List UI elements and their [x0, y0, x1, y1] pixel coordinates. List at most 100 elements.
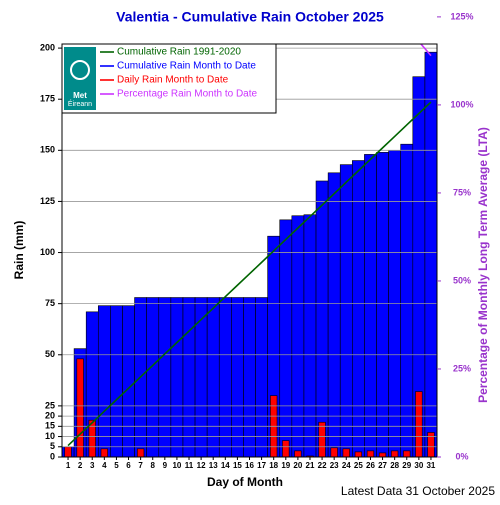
y2-axis-label: Percentage of Monthly Long Term Average …: [476, 127, 490, 403]
bar: [315, 180, 329, 458]
bar: [303, 214, 317, 458]
x-tick-label: 16: [245, 461, 254, 470]
legend-label: Cumulative Rain Month to Date: [117, 61, 256, 72]
y2-tick-label: 25%: [453, 363, 471, 373]
legend-label: Percentage Rain Month to Date: [117, 89, 258, 100]
bar: [255, 297, 268, 458]
x-tick-label: 25: [354, 461, 363, 470]
y2-tick-label: 75%: [453, 187, 471, 197]
x-tick-label: 31: [426, 461, 435, 470]
bar: [146, 297, 160, 458]
x-tick-label: 20: [293, 461, 302, 470]
bar: [206, 297, 220, 458]
y2-tick-label: 100%: [450, 99, 473, 109]
bar: [110, 305, 123, 458]
bar: [403, 450, 411, 458]
bar: [100, 448, 108, 458]
x-tick-label: 5: [114, 461, 119, 470]
x-tick-label: 21: [306, 461, 315, 470]
bar: [376, 152, 389, 458]
bar: [97, 305, 111, 458]
bar: [243, 297, 256, 458]
bar: [294, 450, 302, 458]
y-axis-label: Rain (mm): [12, 221, 26, 280]
x-tick-label: 18: [269, 461, 278, 470]
y-tick-label: 125: [40, 196, 55, 206]
legend: Met Éireann Cumulative Rain 1991-2020 Cum…: [61, 43, 277, 114]
bar: [318, 421, 326, 458]
bar: [427, 432, 435, 458]
line: [419, 44, 432, 57]
bar: [342, 448, 350, 458]
bar: [231, 297, 244, 458]
y2-tick-label: 125%: [450, 11, 473, 21]
x-tick-label: 12: [197, 461, 206, 470]
bar: [327, 172, 341, 458]
x-tick-label: 4: [102, 461, 107, 470]
bar: [339, 164, 353, 458]
y-tick-label: 0: [50, 451, 55, 461]
x-tick-label: 28: [390, 461, 399, 470]
x-tick-label: 19: [281, 461, 290, 470]
bar: [352, 160, 365, 458]
y-tick-label: 20: [45, 410, 55, 420]
bar: [366, 450, 375, 458]
bar: [76, 358, 84, 458]
bar: [424, 51, 438, 458]
legend-label: Daily Rain Month to Date: [117, 75, 229, 86]
bar: [218, 297, 232, 458]
x-tick-label: 8: [150, 461, 155, 470]
bar: [182, 297, 196, 458]
chart-title: Valentia - Cumulative Rain October 2025: [116, 9, 384, 25]
logo-icon: [70, 60, 90, 80]
bar: [64, 446, 72, 458]
logo-text: Éireann: [68, 99, 92, 108]
legend-label: Cumulative Rain 1991-2020: [117, 47, 241, 58]
x-tick-label: 11: [185, 461, 194, 470]
x-tick-label: 10: [172, 461, 181, 470]
x-tick-label: 17: [257, 461, 266, 470]
x-tick-label: 27: [378, 461, 387, 470]
footer: Latest Data 31 October 2025: [341, 484, 495, 498]
y-tick-label: 175: [40, 94, 55, 104]
bar: [415, 391, 423, 458]
y2-tick-label: 0%: [455, 451, 468, 461]
x-tick-label: 22: [318, 461, 327, 470]
x-tick-label: 24: [342, 461, 351, 470]
bar: [378, 452, 387, 458]
x-tick-label: 6: [126, 461, 131, 470]
x-tick-label: 30: [414, 461, 423, 470]
bar: [354, 451, 362, 458]
x-tick-label: 15: [233, 461, 242, 470]
x-tick-label: 3: [90, 461, 95, 470]
legend-box: [61, 43, 277, 114]
bar: [137, 448, 145, 458]
y-tick-label: 10: [45, 431, 55, 441]
y-tick-label: 5: [50, 441, 55, 451]
y-tick-label: 50: [45, 349, 55, 359]
bar: [122, 305, 135, 458]
x-axis-label: Day of Month: [207, 475, 283, 489]
x-tick-label: 9: [163, 461, 168, 470]
bar: [291, 215, 305, 458]
bar: [170, 297, 184, 458]
line: [67, 101, 432, 447]
x-tick-label: 14: [221, 461, 230, 470]
bar: [400, 143, 414, 458]
bar: [279, 219, 293, 458]
y2-tick-label: 50%: [453, 275, 471, 285]
bar: [391, 450, 399, 458]
x-tick-label: 2: [78, 461, 83, 470]
bar: [330, 447, 338, 458]
bar: [364, 154, 377, 458]
bar: [282, 440, 290, 458]
x-tick-label: 26: [366, 461, 375, 470]
plot-area: [61, 44, 438, 458]
x-tick-label: 1: [66, 461, 71, 470]
y-tick-label: 15: [45, 421, 55, 431]
x-tick-label: 7: [138, 461, 143, 470]
y-tick-label: 150: [40, 145, 55, 155]
logo-text: Met: [73, 91, 87, 100]
x-tick-label: 29: [402, 461, 411, 470]
